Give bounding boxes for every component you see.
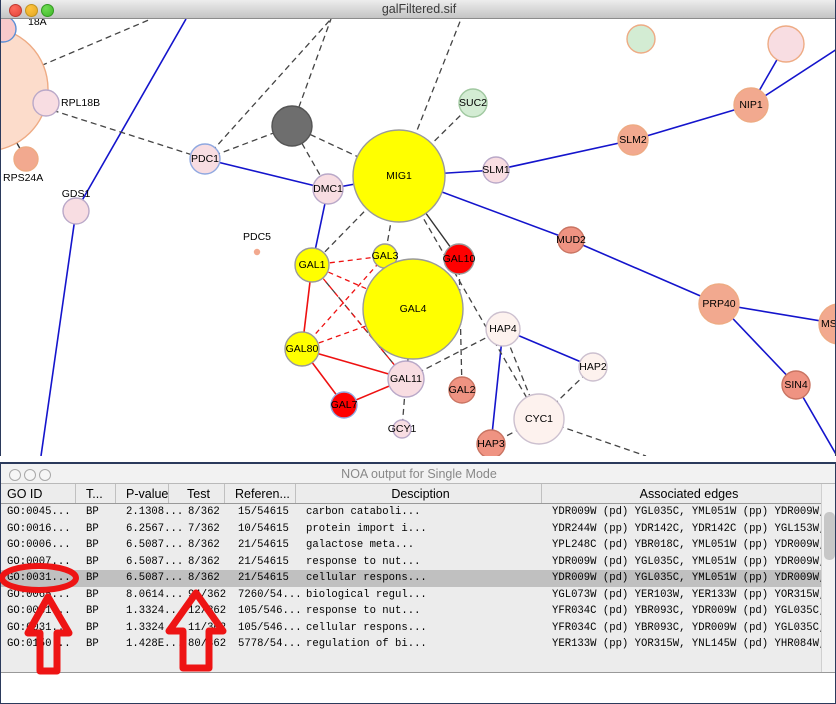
- svg-text:GAL1: GAL1: [299, 259, 326, 271]
- svg-text:MUD2: MUD2: [556, 234, 586, 246]
- svg-text:18A: 18A: [28, 19, 47, 28]
- svg-text:SIN4: SIN4: [784, 379, 808, 391]
- svg-text:SUC2: SUC2: [459, 97, 487, 109]
- svg-text:RPS24A: RPS24A: [3, 172, 43, 184]
- svg-text:GAL10: GAL10: [443, 253, 476, 265]
- svg-text:GAL4: GAL4: [400, 303, 427, 315]
- svg-text:PDC1: PDC1: [191, 153, 219, 165]
- svg-text:DMC1: DMC1: [313, 183, 343, 195]
- svg-text:GAL7: GAL7: [331, 399, 358, 411]
- svg-text:HAP4: HAP4: [489, 323, 517, 335]
- svg-text:GAL11: GAL11: [390, 373, 422, 385]
- svg-text:MIG1: MIG1: [386, 170, 412, 182]
- svg-text:GAL3: GAL3: [372, 250, 399, 262]
- svg-text:PRP40: PRP40: [702, 298, 735, 310]
- svg-text:NIP1: NIP1: [739, 99, 763, 111]
- svg-text:GAL80: GAL80: [286, 343, 319, 355]
- svg-text:GCY1: GCY1: [388, 423, 417, 435]
- svg-text:RPL18B: RPL18B: [61, 97, 100, 109]
- svg-text:HAP2: HAP2: [579, 361, 607, 373]
- svg-text:PDC5: PDC5: [243, 231, 271, 243]
- svg-text:GAL2: GAL2: [449, 384, 476, 396]
- svg-text:SLM1: SLM1: [482, 164, 510, 176]
- svg-text:GDS1: GDS1: [62, 188, 91, 200]
- svg-text:HAP3: HAP3: [477, 438, 505, 450]
- svg-text:MSI: MSI: [821, 318, 836, 330]
- svg-text:CYC1: CYC1: [525, 413, 553, 425]
- svg-text:SLM2: SLM2: [619, 134, 647, 146]
